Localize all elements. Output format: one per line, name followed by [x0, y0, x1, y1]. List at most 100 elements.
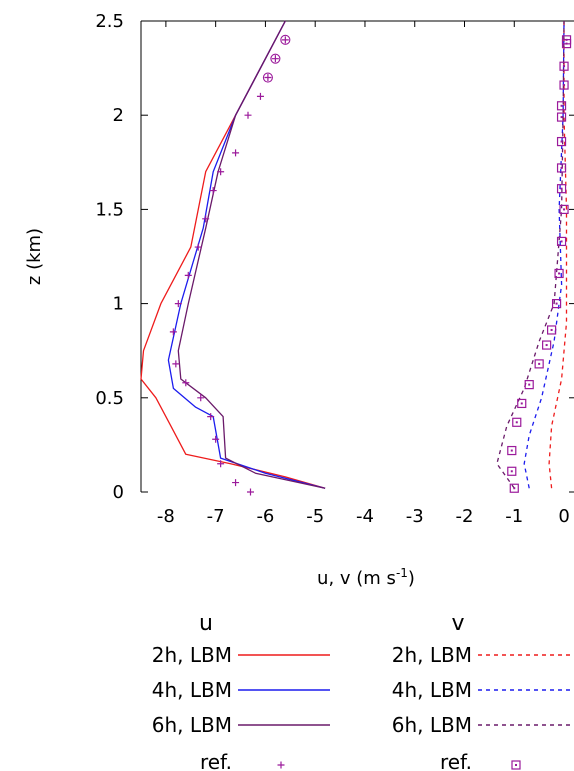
legend-label: 2h, LBM	[152, 643, 232, 667]
y-tick-label: 0	[113, 482, 124, 503]
ref-point-u	[207, 413, 215, 421]
ref-point-v-center	[510, 470, 513, 473]
ref-point-v	[547, 325, 557, 335]
ref-point-u	[184, 271, 192, 279]
ref-point-v-center	[558, 272, 561, 275]
ref-point-v	[512, 417, 522, 427]
ref-point-v-center	[513, 487, 516, 490]
y-tick-label: 1.5	[95, 199, 124, 220]
axis-ticks: -8 -7 -6 -5 -4 -3 -2 -1 0 0 0.5 1 1.5 2 2.5	[95, 11, 574, 527]
ref-point-u-circle	[262, 72, 273, 83]
ref-point-u	[281, 36, 289, 44]
ref-point-v-center	[560, 140, 563, 143]
ref-point-u-circle	[270, 53, 281, 64]
series-lines	[140, 20, 568, 489]
ref-point-v-center	[510, 449, 513, 452]
ref-point-v	[554, 268, 564, 279]
ref-point-u	[172, 360, 180, 368]
ref-point-v-center	[538, 362, 541, 365]
legend-label: ref.	[440, 750, 472, 771]
ref-point-u	[194, 243, 202, 251]
ref-point-u	[246, 488, 254, 496]
ref-point-u	[264, 74, 272, 82]
legend-label: 6h, LBM	[392, 713, 472, 737]
ref-point-v-center	[555, 302, 558, 305]
legend-label: ref.	[200, 750, 232, 771]
ref-point-v	[509, 483, 519, 493]
series-line-u-4h-lbm	[167, 20, 326, 489]
x-tick-label: -5	[306, 506, 324, 527]
ref-point-u	[174, 300, 182, 308]
series-line-u-2h-lbm	[140, 20, 326, 489]
ref-point-v	[559, 80, 569, 90]
y-tick-label: 0.5	[95, 388, 124, 409]
y-axis-label: z (km)	[24, 228, 45, 285]
ref-point-v	[507, 445, 517, 456]
ref-point-u	[217, 168, 225, 176]
x-axis-label: u, v (m s-1)	[317, 566, 415, 589]
ref-point-v	[561, 35, 572, 45]
legend-label: 4h, LBM	[152, 678, 232, 702]
ref-point-v	[559, 204, 569, 214]
ref-point-u	[202, 215, 210, 223]
series-line-u-6h-lbm	[177, 20, 326, 489]
x-tick-label: -2	[456, 506, 474, 527]
legend: u 2h, LBM 4h, LBM 6h, LBM ref. v 2h, LBM 4h, LB…	[152, 611, 574, 771]
legend-title-v: v	[451, 611, 464, 636]
x-tick-label: 0	[558, 506, 569, 527]
ref-point-v	[556, 112, 567, 122]
ref-point-u	[256, 92, 264, 100]
y-tick-label: 1	[113, 294, 124, 315]
ref-point-u	[232, 479, 240, 487]
ref-point-v-center	[528, 383, 531, 386]
series-line-v-6h-lbm	[496, 20, 565, 489]
ref-point-u	[232, 149, 240, 157]
legend-swatch-plus	[277, 761, 285, 769]
ref-point-v-center	[560, 166, 563, 169]
ref-point-v-center	[515, 421, 518, 424]
legend-label: 2h, LBM	[392, 643, 472, 667]
ref-point-v	[524, 380, 534, 390]
x-axis-label-end: )	[408, 568, 415, 589]
ref-point-v-center	[560, 116, 563, 119]
ref-point-v-center	[545, 344, 548, 347]
ref-point-v	[534, 359, 544, 369]
plot-frame	[140, 20, 574, 492]
legend-swatch-square-center	[515, 764, 517, 766]
ref-point-v	[556, 101, 567, 111]
ref-point-v	[556, 136, 567, 147]
ref-point-v	[507, 466, 517, 476]
y-tick-label: 2.5	[95, 11, 124, 32]
x-tick-label: -8	[157, 506, 175, 527]
series-line-v-2h-lbm	[548, 21, 568, 489]
ref-point-v	[556, 236, 567, 247]
ref-point-v-center	[563, 84, 566, 87]
x-tick-label: -1	[505, 506, 523, 527]
x-tick-label: -3	[406, 506, 424, 527]
y-tick-label: 2	[113, 105, 124, 126]
x-tick-label: -6	[256, 506, 274, 527]
x-axis-label-main: u, v (m s	[317, 568, 396, 589]
ref-point-u	[209, 187, 217, 195]
ref-point-u	[182, 379, 190, 387]
x-axis-label-sup: -1	[396, 566, 408, 580]
x-tick-label: -7	[207, 506, 225, 527]
ref-point-u	[271, 55, 279, 63]
ref-point-u	[244, 111, 252, 119]
ref-point-v	[556, 184, 567, 194]
ref-point-v-center	[520, 402, 523, 405]
ref-point-v	[556, 163, 567, 173]
ref-point-v	[542, 340, 552, 350]
ref-point-u	[197, 394, 205, 402]
ref-point-v-center	[560, 240, 563, 243]
ref-point-v	[517, 398, 527, 409]
ref-point-v-center	[560, 187, 563, 190]
ref-point-v-center	[563, 208, 566, 211]
ref-point-u-circle	[280, 34, 291, 45]
x-tick-label: -4	[356, 506, 374, 527]
ref-point-v-center	[560, 104, 563, 107]
legend-label: 4h, LBM	[392, 678, 472, 702]
ref-point-u	[212, 435, 220, 443]
ref-point-u	[169, 328, 177, 336]
